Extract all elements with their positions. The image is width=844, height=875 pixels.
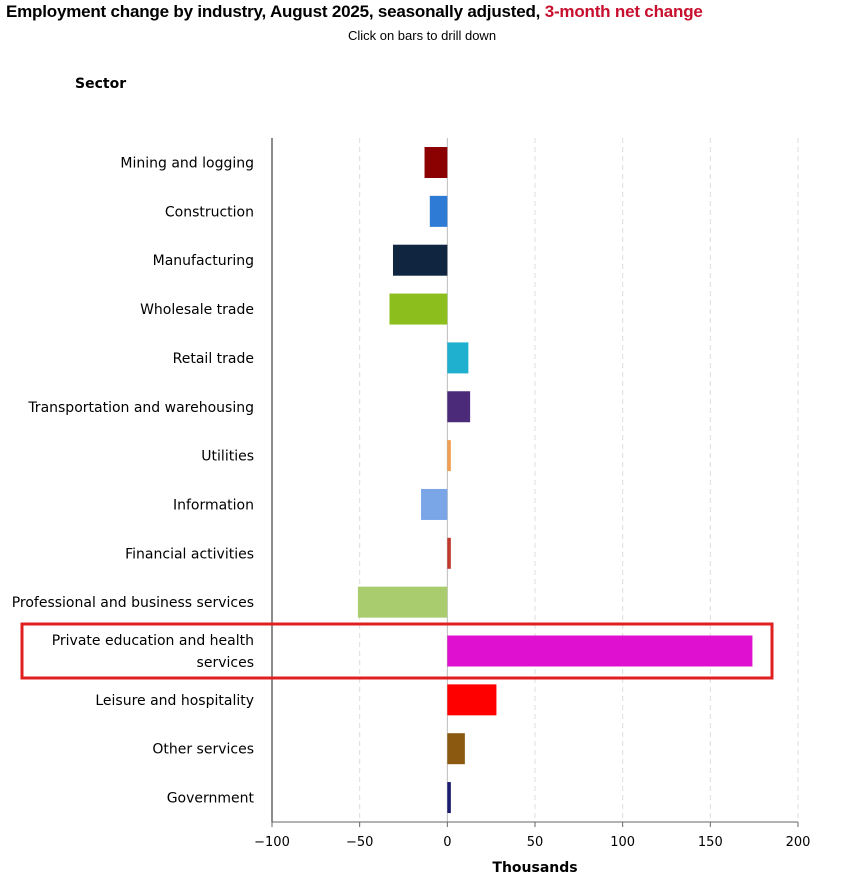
category-label[interactable]: Private education and health (52, 633, 254, 649)
bar[interactable] (424, 147, 448, 178)
category-label[interactable]: Financial activities (125, 546, 254, 562)
x-tick-label: 150 (698, 835, 723, 850)
category-label[interactable]: Retail trade (173, 351, 254, 367)
highlight-box (20, 622, 774, 680)
bar[interactable] (392, 244, 448, 276)
category-label[interactable]: services (197, 655, 254, 671)
category-label[interactable]: Leisure and hospitality (95, 693, 254, 709)
category-label[interactable]: Mining and logging (120, 156, 254, 172)
x-tick-label: 0 (443, 835, 451, 850)
bar[interactable] (447, 733, 465, 765)
category-label[interactable]: Construction (165, 204, 254, 220)
bar[interactable] (421, 488, 448, 520)
bar[interactable] (447, 342, 469, 374)
y-axis-header: Sector (75, 76, 127, 92)
bar[interactable] (447, 782, 451, 814)
category-label[interactable]: Other services (152, 742, 254, 758)
chart-title: Employment change by industry, August 20… (6, 2, 703, 22)
bar[interactable] (447, 440, 451, 472)
x-tick-label: 200 (786, 835, 811, 850)
chart-title-accent: 3-month net change (544, 2, 703, 21)
chart-subtitle: Click on bars to drill down (347, 28, 497, 43)
category-label[interactable]: Transportation and warehousing (27, 400, 254, 416)
bar[interactable] (447, 635, 753, 667)
bar[interactable] (357, 586, 448, 618)
category-label[interactable]: Professional and business services (12, 595, 254, 611)
x-tick-label: −50 (346, 835, 373, 850)
bar[interactable] (447, 684, 497, 716)
x-tick-label: 100 (610, 835, 635, 850)
x-tick-label: 50 (527, 835, 544, 850)
bar[interactable] (447, 537, 451, 569)
bar[interactable] (447, 391, 471, 423)
chart-title-main: Employment change by industry, August 20… (6, 2, 541, 21)
bar[interactable] (389, 293, 448, 325)
x-tick-label: −100 (254, 835, 290, 850)
bar[interactable] (429, 195, 448, 227)
category-label[interactable]: Wholesale trade (140, 302, 254, 318)
x-axis-title: Thousands (492, 860, 577, 875)
category-label[interactable]: Government (167, 791, 255, 807)
category-label[interactable]: Utilities (201, 449, 254, 465)
category-label[interactable]: Information (173, 497, 254, 513)
category-label[interactable]: Manufacturing (153, 253, 254, 269)
